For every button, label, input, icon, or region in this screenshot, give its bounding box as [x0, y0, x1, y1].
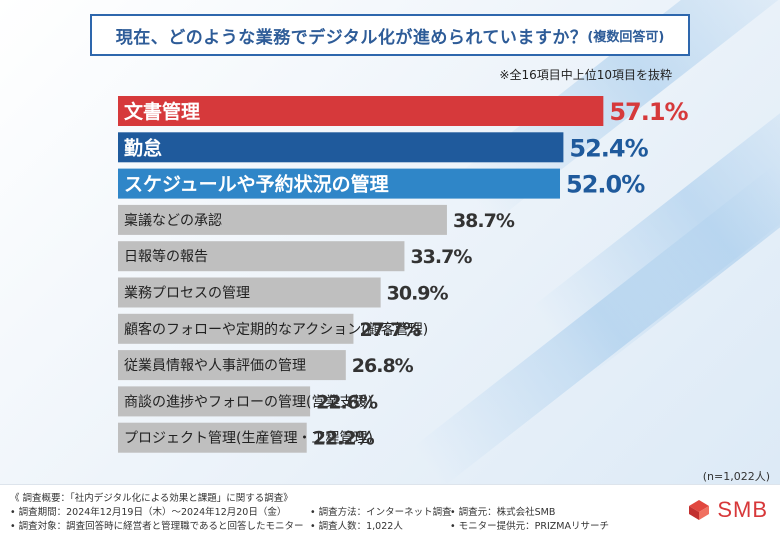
value-label-9: 22.6% — [316, 391, 378, 413]
bar-3 — [118, 168, 560, 199]
category-label-1: 文書管理 — [124, 100, 200, 123]
value-label-4: 38.7% — [453, 210, 515, 232]
category-label-2: 勤怠 — [124, 136, 162, 159]
category-label-8: 従業員情報や人事評価の管理 — [124, 358, 306, 374]
value-label-5: 33.7% — [410, 246, 472, 268]
value-label-10: 22.2% — [313, 428, 375, 450]
value-label-2: 52.4% — [569, 134, 648, 162]
footer-line-2: • 調査対象：調査回答時に経営者と管理職であると回答したモニター • 調査人数：1… — [10, 518, 609, 532]
footer-line-1: • 調査期間：2024年12月19日（木）～2024年12月20日（金） • 調査… — [10, 504, 555, 518]
bar-1 — [118, 96, 604, 126]
bar-chart: 文書管理 57.1% 勤怠 52.4% スケジュールや予約状況の管理 52.0% 稟議などの… — [118, 96, 690, 453]
bar-4 — [118, 204, 447, 235]
bar-9 — [118, 386, 311, 417]
category-label-9: 商談の進捗やフォローの管理(営業支援) — [124, 394, 373, 410]
chart-title-box: 現在、どのような業務でデジタル化が進められていますか？ (複数回答可) — [90, 14, 690, 56]
smb-logo-icon — [689, 500, 710, 520]
bar-10 — [118, 422, 307, 453]
smb-logo-text: SMB — [717, 497, 768, 522]
bar-7 — [118, 313, 354, 344]
bar-6 — [118, 277, 381, 308]
sample-size-note: (n=1,022人) — [702, 470, 770, 483]
chart-title: 現在、どのような業務でデジタル化が進められていますか？ — [115, 27, 588, 48]
excerpt-note: ※全16項目中上位10項目を抜粋 — [499, 68, 672, 82]
survey-method: • 調査方法：インターネット調査 — [310, 507, 452, 518]
value-label-7: 27.7% — [359, 319, 421, 341]
bar-8 — [118, 350, 346, 381]
category-label-4: 稟議などの承認 — [124, 212, 222, 229]
survey-summary: 《 調査概要：「社内デジタル化による効果と課題」に関する調査》 — [10, 493, 293, 504]
smb-logo: SMB — [687, 497, 768, 523]
survey-period: • 調査期間：2024年12月19日（木）～2024年12月20日（金） — [10, 507, 287, 518]
survey-target: • 調査対象：調査回答時に経営者と管理職であると回答したモニター — [10, 521, 304, 532]
category-label-6: 業務プロセスの管理 — [124, 286, 250, 302]
value-label-1: 57.1% — [609, 98, 688, 126]
category-label-7: 顧客のフォローや定期的なアクション(顧客管理) — [124, 321, 428, 338]
bar-2 — [118, 132, 564, 163]
monitor-provider: • モニター提供元：PRIZMAリサーチ — [450, 521, 609, 532]
value-label-3: 52.0% — [566, 171, 645, 199]
category-label-10: プロジェクト管理(生産管理・工程管理) — [124, 431, 373, 447]
footer: 《 調査概要：「社内デジタル化による効果と課題」に関する調査》 • 調査期間：2… — [0, 484, 780, 541]
survey-count: • 調査人数：1,022人 — [310, 521, 403, 532]
category-label-5: 日報等の報告 — [124, 248, 208, 265]
bar-5 — [118, 241, 405, 272]
category-label-3: スケジュールや予約状況の管理 — [124, 173, 389, 196]
chart-title-sub: (複数回答可) — [587, 29, 665, 45]
value-label-6: 30.9% — [387, 283, 449, 305]
survey-source: • 調査元：株式会社SMB — [450, 507, 556, 518]
value-label-8: 26.8% — [352, 355, 414, 377]
